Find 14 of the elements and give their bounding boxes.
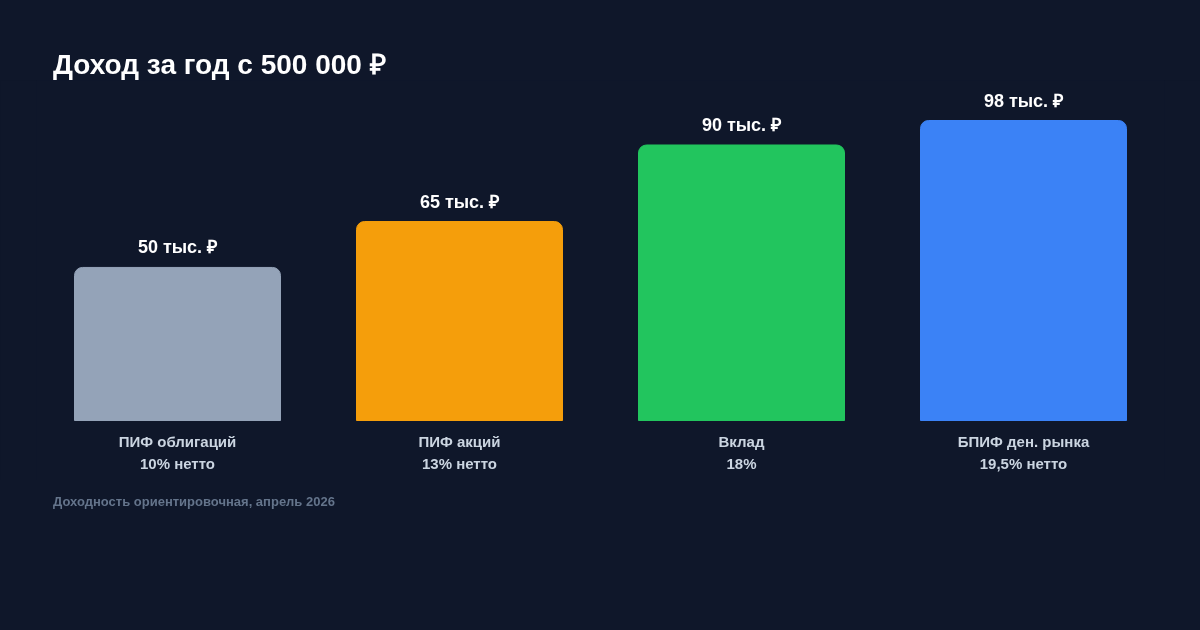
x-tick-label: Вклад 18%	[718, 432, 765, 472]
text: Доходность ориентировочная, апрель 2026	[53, 493, 335, 511]
bar	[74, 266, 281, 421]
data-label: 65 тыс. ₽	[419, 191, 501, 212]
bar	[920, 120, 1127, 421]
data-label: 90 тыс. ₽	[701, 114, 783, 135]
bar	[356, 221, 563, 421]
x-tick-label: ПИФ облигаций 10% нетто	[118, 432, 237, 472]
chart-title: Доход за год с 500 000 ₽	[53, 48, 386, 82]
data-label: 98 тыс. ₽	[983, 90, 1065, 111]
x-tick-label: ПИФ акций 13% нетто	[418, 432, 501, 472]
data-label: 50 тыс. ₽	[137, 237, 219, 258]
bar	[638, 144, 845, 421]
x-tick-label: БПИФ ден. рынка 19,5% нетто	[957, 432, 1090, 472]
